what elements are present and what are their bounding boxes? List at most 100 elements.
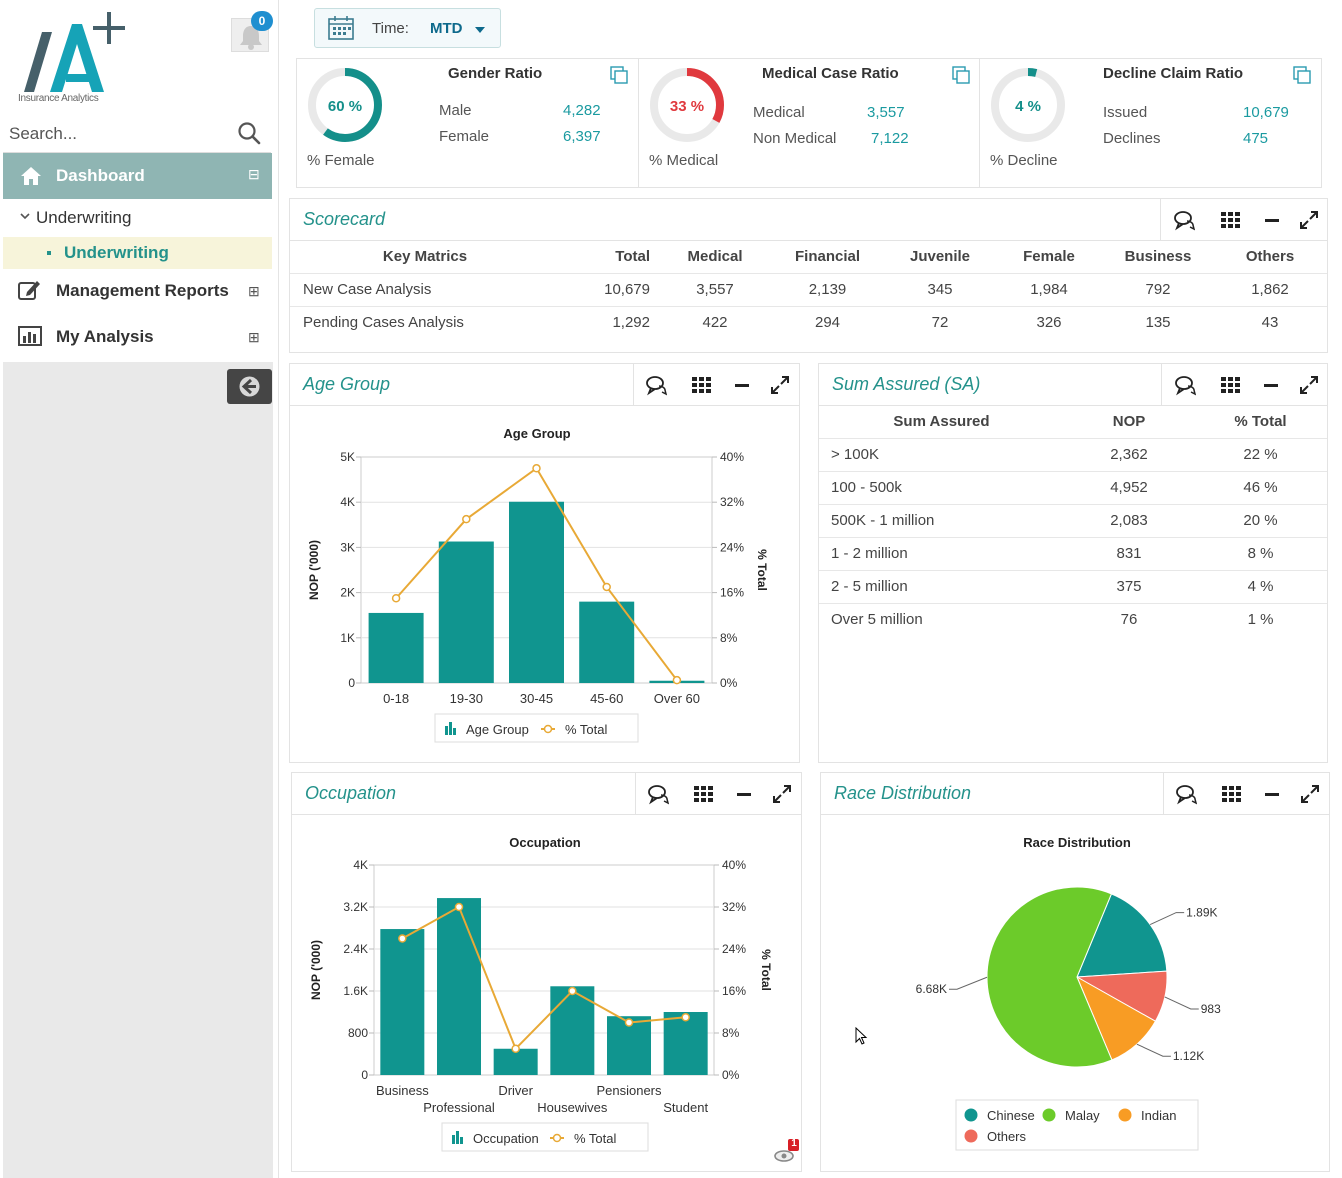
comment-icon[interactable] [1173,209,1195,231]
medical-donut-chart [650,68,724,142]
kpi-row: 60 % % Female Gender Ratio Male 4,282 Fe… [296,58,1322,188]
table-cell: 1 % [1194,602,1327,636]
grid-icon[interactable] [690,374,712,396]
table-cell: 2 - 5 million [819,569,1064,603]
table-cell: 100 - 500k [819,470,1064,504]
table-row[interactable]: New Case Analysis 10,679 3,557 2,139 345… [290,272,1327,306]
legend-box [434,713,639,743]
table-cell: 43 [1213,305,1327,339]
grid-icon[interactable] [1219,374,1241,396]
view-notification-button[interactable]: 1 [772,1137,800,1167]
minimize-icon[interactable] [1261,209,1283,231]
table-cell: 2,139 [770,272,885,306]
panel-toolbar [633,364,799,406]
column-header: Medical [687,248,743,266]
age-group-chart: Age Group 0 0% 1K 8% 2K 16% 3K 24% 4K 32% 5K 40% NOP … [307,426,769,743]
kpi-row-value: 3,557 [867,104,905,121]
copy-icon[interactable] [951,65,971,85]
kpi-caption: % Decline [990,152,1058,169]
x-tick-label: 0-18 [383,691,409,706]
bar [493,1048,538,1075]
pie-value-label: 1.89K [1186,906,1217,920]
time-filter-dropdown[interactable]: Time: MTD [314,8,501,48]
expand-icon[interactable] [771,783,793,805]
sidebar-item-label: My Analysis [56,327,154,346]
table-cell: 22 % [1194,437,1327,471]
grid-icon[interactable] [1219,209,1241,231]
sidebar-item-my-analysis[interactable]: My Analysis ⊞ [3,315,272,359]
table-row[interactable]: Pending Cases Analysis 1,292 422 294 72 … [290,305,1327,339]
comment-icon[interactable] [647,783,669,805]
table-cell: 76 [1064,602,1194,636]
home-icon [21,167,41,185]
sidebar-item-label: Management Reports [56,281,229,300]
x-tick-label: Over 60 [654,691,700,706]
minimize-icon[interactable] [1260,374,1282,396]
app-logo[interactable] [14,8,134,108]
table-cell: 2,362 [1064,437,1194,471]
comment-icon[interactable] [645,374,667,396]
notification-bell-button[interactable] [231,18,269,52]
kpi-row-value: 475 [1243,130,1269,147]
chart-legend: Age Group % Total [434,713,639,743]
sidebar-item-underwriting[interactable]: Underwriting [3,237,272,269]
comment-icon[interactable] [1175,783,1197,805]
table-cell: 1 - 2 million [819,536,1064,570]
pie-slice [1076,893,1168,978]
expand-toggle-icon[interactable]: ⊞ [248,329,260,345]
expand-icon[interactable] [1298,374,1320,396]
collapse-toggle-icon[interactable]: ⊟ [248,166,260,182]
time-filter-label: Time: [372,20,409,37]
sidebar-item-dashboard[interactable]: Dashboard ⊟ [3,153,272,199]
pie-slice [986,886,1113,1068]
table-cell: Over 5 million [819,602,1064,636]
line-point [681,1013,690,1022]
sidebar-item-underwriting-group[interactable]: Underwriting [3,200,272,236]
decline-donut-chart [991,68,1065,142]
table-row[interactable]: 100 - 500k 4,952 46 % [819,470,1327,504]
table-cell: 4,952 [1064,470,1194,504]
table-cell: 831 [1064,536,1194,570]
column-header: % Total [1234,413,1287,431]
notification-badge: 1 [791,1138,797,1149]
table-row[interactable]: > 100K 2,362 22 % [819,437,1327,471]
table-row[interactable]: 500K - 1 million 2,083 20 % [819,503,1327,537]
table-row[interactable]: 2 - 5 million 375 4 % [819,569,1327,603]
comment-icon[interactable] [1174,374,1196,396]
chart-legend: Occupation % Total [441,1122,649,1152]
panel-toolbar [1160,199,1327,241]
pie-value-label: 6.68K [916,982,947,996]
search-icon[interactable] [236,120,262,146]
minimize-icon[interactable] [733,783,755,805]
collapse-sidebar-button[interactable] [227,369,272,404]
chevron-down-icon [20,213,30,220]
grid-icon[interactable] [1220,783,1242,805]
legend-bar-icon [453,728,456,735]
table-row[interactable]: Over 5 million 76 1 % [819,602,1327,636]
table-cell: 500K - 1 million [819,503,1064,537]
sidebar-item-management-reports[interactable]: Management Reports ⊞ [3,269,272,313]
expand-toggle-icon[interactable]: ⊞ [248,283,260,299]
legend-label: Indian [1141,1108,1176,1123]
search-input[interactable] [9,122,229,146]
column-header: Key Matrics [382,248,468,266]
expand-icon[interactable] [1299,783,1321,805]
minimize-icon[interactable] [731,374,753,396]
bell-icon [240,26,262,50]
grid-icon[interactable] [692,783,714,805]
expand-icon[interactable] [1298,209,1320,231]
expand-icon[interactable] [769,374,791,396]
legend-bar-icon [449,722,452,735]
table-row[interactable]: 1 - 2 million 831 8 % [819,536,1327,570]
copy-icon[interactable] [1292,65,1312,85]
kpi-row-label: Medical [753,104,805,121]
bar [550,986,595,1075]
table-cell: 422 [660,305,770,339]
y-tick-label: 5K [340,450,355,464]
table-cell: New Case Analysis [290,272,560,306]
panel-header: Race Distribution [821,773,1329,815]
column-header: Business [1124,248,1192,266]
copy-icon[interactable] [609,65,629,85]
y2-tick-label: 8% [722,1026,740,1040]
minimize-icon[interactable] [1261,783,1283,805]
